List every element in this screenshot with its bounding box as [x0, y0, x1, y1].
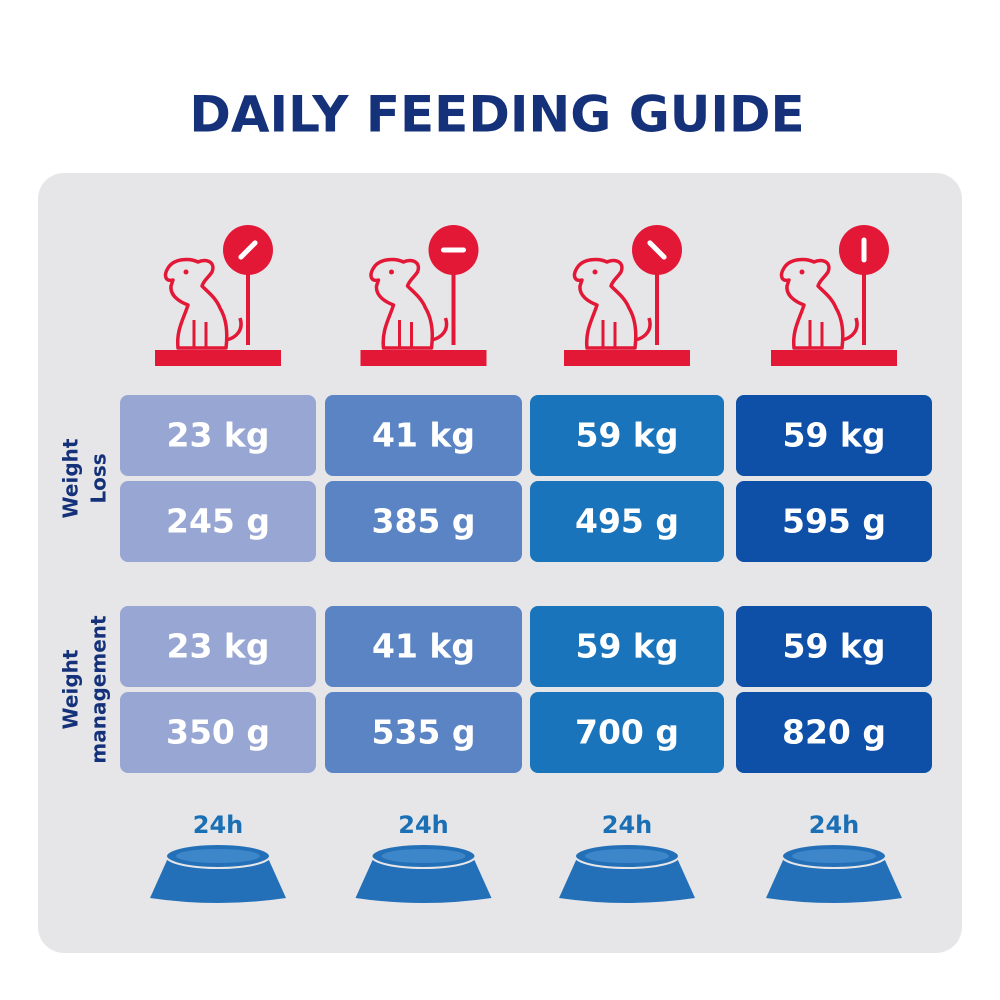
cell: [736, 606, 932, 687]
bowl-label: 24h: [602, 811, 652, 839]
cell: [120, 481, 316, 562]
cell-value: 385 g: [372, 502, 476, 541]
cell-value: 41 kg: [372, 416, 475, 455]
cell-value: 245 g: [166, 502, 270, 541]
cell-value: 535 g: [372, 713, 476, 752]
cell-value: 59 kg: [576, 627, 679, 666]
cell-value: 350 g: [166, 713, 270, 752]
section-label: Weight: [59, 649, 83, 729]
cell-value: 23 kg: [167, 627, 270, 666]
dog-eye: [389, 269, 394, 275]
cell: [325, 692, 522, 773]
cell: [530, 606, 724, 687]
cell-value: 23 kg: [167, 416, 270, 455]
bowl-inner: [792, 849, 876, 863]
bowl-inner: [585, 849, 669, 863]
bowl: [355, 858, 492, 903]
scale-needle: [238, 240, 258, 260]
cell-value: 59 kg: [576, 416, 679, 455]
dog-scale-icon: [771, 225, 897, 366]
cell: [736, 395, 932, 476]
title: DAILY FEEDING GUIDE: [189, 86, 804, 144]
bowl-label: 24h: [398, 811, 448, 839]
scale-needle: [647, 240, 667, 260]
cell: [120, 606, 316, 687]
cell: [120, 692, 316, 773]
bowl-inner: [176, 849, 260, 863]
cell: [325, 395, 522, 476]
cell: [736, 692, 932, 773]
cell-value: 59 kg: [783, 627, 886, 666]
cell: [736, 481, 932, 562]
dog-scale-icon: [155, 225, 281, 366]
cell: [530, 481, 724, 562]
cell: [530, 395, 724, 476]
section-label: Weight: [59, 438, 83, 518]
bowl: [559, 858, 695, 903]
dog-outline: [163, 257, 243, 350]
dog-eye: [799, 269, 805, 275]
bowl: [150, 858, 286, 903]
cell-value: 700 g: [575, 713, 679, 752]
cell: [120, 395, 316, 476]
dog-outline: [779, 257, 859, 350]
cell-value: 495 g: [575, 502, 679, 541]
bowl-label: 24h: [193, 811, 243, 839]
cell-value: 595 g: [782, 502, 886, 541]
dog-eye: [183, 269, 189, 275]
cell: [530, 692, 724, 773]
cell: [325, 481, 522, 562]
scale-plate: [564, 350, 690, 366]
scale-plate: [155, 350, 281, 366]
bowl: [766, 858, 902, 903]
bowl-inner: [381, 849, 466, 863]
scale-plate: [771, 350, 897, 366]
cell-value: 59 kg: [783, 416, 886, 455]
section-label: Loss: [87, 453, 111, 503]
bowl-label: 24h: [809, 811, 859, 839]
section-label: management: [87, 615, 111, 764]
dog-scale-icon: [360, 225, 487, 366]
dog-outline: [369, 257, 449, 350]
cell: [325, 606, 522, 687]
cell-value: 820 g: [782, 713, 886, 752]
dog-eye: [592, 269, 598, 275]
dog-outline: [572, 257, 652, 350]
scale-plate: [360, 350, 487, 366]
dog-scale-icon: [564, 225, 690, 366]
cell-value: 41 kg: [372, 627, 475, 666]
